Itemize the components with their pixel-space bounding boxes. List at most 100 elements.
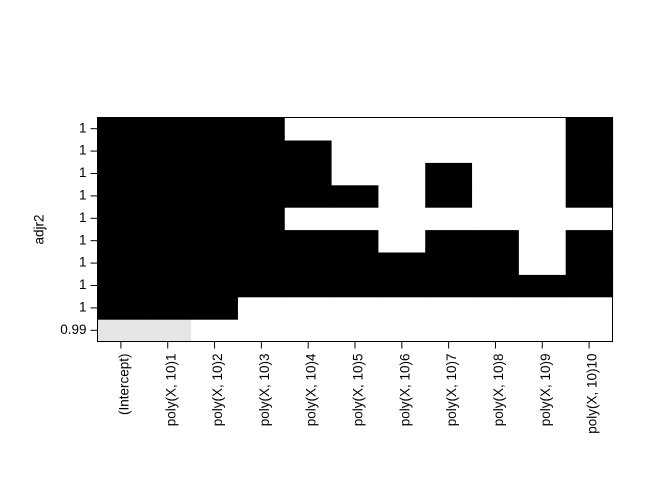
heatmap-cell-r4-c3 <box>237 229 286 253</box>
x-tick-label: poly(X, 10)10 <box>585 354 600 434</box>
heatmap-cell-r0-c5 <box>331 319 380 343</box>
heatmap-cell-r4-c2 <box>191 229 239 253</box>
heatmap-cell-r7-c0 <box>97 162 145 186</box>
heatmap-cell-r6-c2 <box>191 184 239 208</box>
heatmap-cell-r7-c7 <box>425 162 473 186</box>
heatmap-cell-r1-c9 <box>518 296 567 320</box>
heatmap-cell-r2-c5 <box>331 274 380 298</box>
heatmap-cell-r5-c3 <box>237 207 286 231</box>
heatmap-cell-r2-c3 <box>237 274 286 298</box>
heatmap-cell-r1-c0 <box>97 296 145 320</box>
heatmap-cell-r7-c2 <box>191 162 239 186</box>
heatmap-cell-r5-c1 <box>144 207 192 231</box>
y-tick-label: 1 <box>79 165 87 180</box>
heatmap-cell-r8-c0 <box>97 139 145 163</box>
y-tick-label: 1 <box>79 277 87 292</box>
heatmap-cell-r2-c8 <box>472 274 520 298</box>
heatmap-cell-r0-c1 <box>144 319 192 343</box>
heatmap-cell-r7-c9 <box>518 162 567 186</box>
heatmap-cell-r4-c10 <box>565 229 614 253</box>
heatmap-cell-r6-c4 <box>284 184 333 208</box>
heatmap-cell-r4-c0 <box>97 229 145 253</box>
heatmap-cells <box>97 117 614 343</box>
y-tick-label: 1 <box>79 299 87 314</box>
heatmap-cell-r9-c4 <box>284 117 333 141</box>
heatmap-cell-r2-c7 <box>425 274 473 298</box>
heatmap-cell-r8-c2 <box>191 139 239 163</box>
heatmap-cell-r8-c5 <box>331 139 380 163</box>
heatmap-cell-r8-c10 <box>565 139 614 163</box>
heatmap-cell-r3-c4 <box>284 251 333 275</box>
heatmap-cell-r8-c1 <box>144 139 192 163</box>
heatmap-cell-r5-c0 <box>97 207 145 231</box>
heatmap-cell-r4-c6 <box>378 229 426 253</box>
heatmap-cell-r7-c3 <box>237 162 286 186</box>
heatmap-cell-r2-c0 <box>97 274 145 298</box>
heatmap-cell-r3-c10 <box>565 251 614 275</box>
heatmap-cell-r6-c6 <box>378 184 426 208</box>
heatmap-cell-r8-c7 <box>425 139 473 163</box>
heatmap-cell-r0-c8 <box>472 319 520 343</box>
x-tick-label: poly(X, 10)8 <box>491 354 506 427</box>
heatmap-cell-r2-c4 <box>284 274 333 298</box>
heatmap-cell-r0-c6 <box>378 319 426 343</box>
x-tick-label: poly(X, 10)4 <box>304 353 319 426</box>
heatmap-cell-r2-c1 <box>144 274 192 298</box>
heatmap-cell-r2-c9 <box>518 274 567 298</box>
x-tick-label: poly(X, 10)6 <box>397 354 412 427</box>
heatmap-cell-r5-c2 <box>191 207 239 231</box>
heatmap-cell-r4-c8 <box>472 229 520 253</box>
y-tick-label: 1 <box>79 143 87 158</box>
heatmap-cell-r2-c10 <box>565 274 614 298</box>
heatmap-cell-r6-c0 <box>97 184 145 208</box>
heatmap-cell-r0-c4 <box>284 319 333 343</box>
heatmap-cell-r7-c5 <box>331 162 380 186</box>
heatmap-cell-r5-c4 <box>284 207 333 231</box>
y-tick-label: 1 <box>79 120 87 135</box>
heatmap-cell-r6-c7 <box>425 184 473 208</box>
x-tick-label: (Intercept) <box>116 354 131 416</box>
heatmap-cell-r5-c6 <box>378 207 426 231</box>
heatmap-cell-r1-c7 <box>425 296 473 320</box>
heatmap-cell-r3-c1 <box>144 251 192 275</box>
heatmap-cell-r0-c2 <box>191 319 239 343</box>
y-tick-label: 1 <box>79 232 87 247</box>
heatmap-cell-r8-c3 <box>237 139 286 163</box>
y-tick-label: 0.99 <box>60 322 86 337</box>
x-tick-label: poly(X, 10)5 <box>351 354 366 427</box>
heatmap-cell-r7-c8 <box>472 162 520 186</box>
heatmap-cell-r6-c3 <box>237 184 286 208</box>
heatmap-cell-r9-c0 <box>97 117 145 141</box>
heatmap-cell-r4-c7 <box>425 229 473 253</box>
heatmap-cell-r3-c8 <box>472 251 520 275</box>
heatmap-cell-r6-c10 <box>565 184 614 208</box>
heatmap-cell-r1-c4 <box>284 296 333 320</box>
heatmap-cell-r5-c8 <box>472 207 520 231</box>
heatmap-cell-r9-c7 <box>425 117 473 141</box>
x-tick-label: poly(X, 10)2 <box>210 354 225 427</box>
heatmap-cell-r7-c4 <box>284 162 333 186</box>
heatmap-cell-r1-c6 <box>378 296 426 320</box>
heatmap-cell-r4-c5 <box>331 229 380 253</box>
heatmap-cell-r8-c8 <box>472 139 520 163</box>
y-tick-label: 1 <box>79 187 87 202</box>
y-axis-title: adjr2 <box>32 214 47 244</box>
heatmap-cell-r2-c2 <box>191 274 239 298</box>
heatmap-cell-r4-c1 <box>144 229 192 253</box>
heatmap-cell-r3-c7 <box>425 251 473 275</box>
heatmap-cell-r3-c9 <box>518 251 567 275</box>
heatmap-cell-r9-c6 <box>378 117 426 141</box>
heatmap-cell-r1-c8 <box>472 296 520 320</box>
heatmap-cell-r5-c10 <box>565 207 614 231</box>
heatmap-cell-r6-c9 <box>518 184 567 208</box>
heatmap-cell-r9-c5 <box>331 117 380 141</box>
x-tick-label: poly(X, 10)7 <box>444 354 459 427</box>
heatmap-cell-r8-c4 <box>284 139 333 163</box>
heatmap-cell-r3-c5 <box>331 251 380 275</box>
heatmap-cell-r3-c3 <box>237 251 286 275</box>
heatmap-cell-r1-c10 <box>565 296 614 320</box>
y-tick-label: 1 <box>79 255 87 270</box>
x-axis: (Intercept) poly(X, 10)1 poly(X, 10)2 poly(… <box>116 341 600 434</box>
heatmap-cell-r0-c7 <box>425 319 473 343</box>
heatmap-cell-r3-c0 <box>97 251 145 275</box>
